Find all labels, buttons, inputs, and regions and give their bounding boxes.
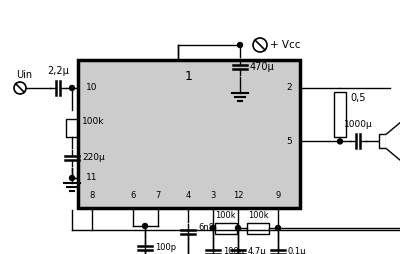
Text: 4: 4: [185, 191, 191, 200]
Bar: [334, 92, 346, 137]
Circle shape: [338, 139, 342, 144]
Bar: [379, 134, 386, 148]
Bar: [214, 223, 236, 233]
Text: 8: 8: [89, 191, 95, 200]
Text: 1000μ: 1000μ: [344, 120, 372, 129]
Text: 5: 5: [286, 137, 292, 146]
Text: + Vcc: + Vcc: [270, 40, 300, 50]
Text: 100k: 100k: [215, 211, 236, 220]
Text: 7: 7: [155, 191, 161, 200]
Text: 9: 9: [275, 191, 281, 200]
Text: 11: 11: [86, 173, 98, 183]
Text: 2: 2: [286, 84, 292, 92]
Text: 0,1μ: 0,1μ: [288, 247, 306, 254]
Text: 4,7μ: 4,7μ: [248, 247, 267, 254]
Text: 220μ: 220μ: [82, 153, 105, 163]
Text: 6n8: 6n8: [198, 224, 214, 232]
Circle shape: [210, 226, 216, 230]
Text: Uin: Uin: [16, 70, 32, 80]
Bar: [78, 60, 300, 208]
Circle shape: [70, 176, 74, 181]
Circle shape: [70, 86, 74, 90]
Polygon shape: [386, 119, 400, 163]
Bar: [247, 223, 269, 233]
Text: 10: 10: [86, 84, 98, 92]
Text: 12: 12: [233, 191, 243, 200]
Circle shape: [276, 226, 280, 230]
Text: 100k: 100k: [248, 211, 268, 220]
Text: 2,2μ: 2,2μ: [47, 66, 69, 76]
Text: 1: 1: [185, 70, 193, 83]
Circle shape: [236, 226, 240, 230]
Text: 470μ: 470μ: [250, 62, 275, 72]
Text: 0,5: 0,5: [350, 93, 366, 103]
Circle shape: [238, 42, 242, 47]
Text: 6: 6: [130, 191, 136, 200]
Text: 3: 3: [210, 191, 216, 200]
Text: 100k: 100k: [82, 118, 104, 126]
Bar: [66, 119, 78, 137]
Text: 100μ: 100μ: [223, 247, 244, 254]
Circle shape: [142, 224, 148, 229]
Text: 100p: 100p: [155, 244, 176, 252]
